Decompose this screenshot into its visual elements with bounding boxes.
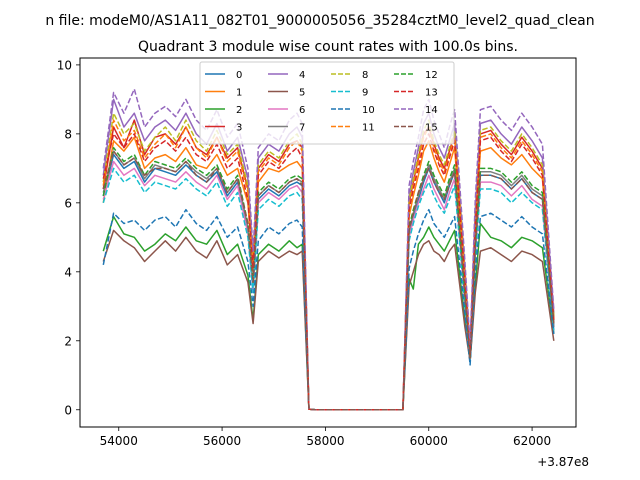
y-tick-label: 8 [64,127,72,141]
series-line-10 [102,208,555,411]
legend-label-0: 0 [236,70,242,81]
series-line-9 [102,167,555,411]
series-line-5 [102,229,555,411]
legend-label-14: 14 [425,105,438,116]
legend-box [199,61,455,145]
legend-label-12: 12 [425,70,438,81]
y-tick-label: 4 [64,265,72,279]
x-tick-label: 56000 [203,434,241,448]
y-axis: 0 2 4 6 8 10 [57,58,80,417]
series-layer [102,88,555,411]
series-line-13 [102,133,555,411]
series-line-3 [102,119,555,411]
series-line-0 [102,153,555,411]
legend-label-8: 8 [362,70,368,81]
legend-label-1: 1 [236,88,242,99]
series-line-1 [102,136,555,411]
legend-label-15: 15 [425,123,438,134]
plot-frame [79,57,577,428]
y-tick-label: 0 [64,403,72,417]
x-tick-label: 60000 [410,434,448,448]
legend-label-7: 7 [299,123,305,134]
legend-label-6: 6 [299,105,305,116]
legend-label-5: 5 [299,88,305,99]
series-line-11 [102,119,555,411]
x-tick-label: 54000 [100,434,138,448]
x-axis: 54000 56000 58000 60000 62000 [100,427,551,448]
legend-label-11: 11 [362,123,375,134]
chart-title: Quadrant 3 module wise count rates with … [138,39,518,55]
legend-label-9: 9 [362,88,368,99]
series-line-15 [102,150,555,411]
y-tick-label: 2 [64,334,72,348]
legend-label-4: 4 [299,70,305,81]
series-line-6 [102,160,555,411]
figure-suptitle: n file: modeM0/AS1A11_082T01_9000005056_… [45,13,594,29]
legend-label-10: 10 [362,105,375,116]
legend-label-3: 3 [236,123,242,134]
series-line-12 [102,146,555,411]
x-tick-label: 62000 [513,434,551,448]
x-tick-label: 58000 [306,434,344,448]
y-tick-label: 6 [64,196,72,210]
y-tick-label: 10 [57,58,72,72]
series-line-7 [102,150,555,411]
legend-label-13: 13 [425,88,438,99]
legend-label-2: 2 [236,105,242,116]
x-axis-offset-label: +3.87e8 [537,455,589,469]
